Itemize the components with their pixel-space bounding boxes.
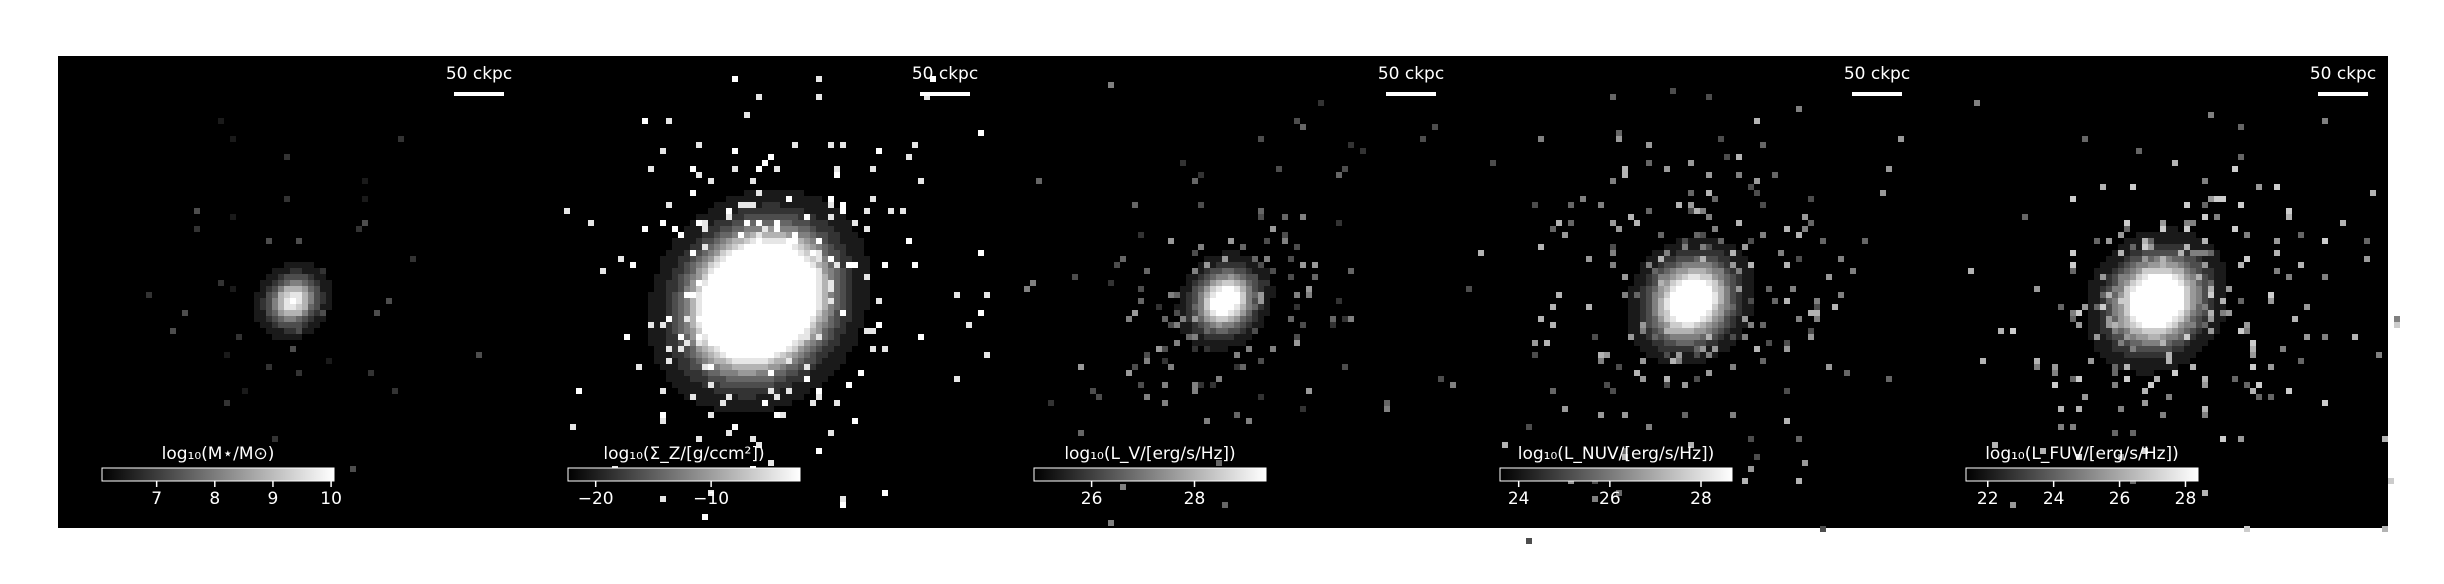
colorbar-tick-label: 26 [1081,489,1103,509]
scalebar [1852,92,1902,96]
colorbar-tick-label: 7 [151,489,162,509]
image-pixels [272,280,314,322]
scalebar-label: 50 ckpc [1844,64,1910,84]
colorbar [1965,467,2199,482]
colorbar-tick-label: 28 [1184,489,1206,509]
panel: 50 ckpc log₁₀(Σ_Z/[g/ccm²]) −20 −10 [564,64,990,520]
panel: 50 ckpc log₁₀(L_NUV/[erg/s/Hz]) 24 26 28 [1466,64,1910,544]
image-pixels [576,76,984,520]
image-pixels [290,298,296,304]
scalebar-label: 50 ckpc [2310,64,2376,84]
image-pixels [1466,88,1826,544]
colorbar-tick-label: 28 [2175,489,2197,509]
image-pixels [284,292,302,310]
panel: 50 ckpc log₁₀(M⋆/M⊙) 7 8 9 10 [101,64,512,509]
image-pixels [218,118,368,394]
colorbar-label: log₁₀(L_FUV/[erg/s/Hz]) [1985,444,2179,464]
colorbar-label: log₁₀(M⋆/M⊙) [162,444,275,464]
image-pixels [1670,280,1712,322]
colorbar [1499,467,1733,482]
colorbar-label: log₁₀(L_V/[erg/s/Hz]) [1064,444,1235,464]
colorbar-label: log₁₀(Σ_Z/[g/ccm²]) [603,444,764,464]
colorbar-tick-label: 9 [268,489,279,509]
colorbar-tick-label: 8 [209,489,220,509]
scalebar [920,92,970,96]
colorbar [1033,467,1267,482]
colorbar-tick-label: 26 [1599,489,1621,509]
scalebar-label: 50 ckpc [912,64,978,84]
image-pixels [2130,274,2184,328]
colorbar-tick-label: 22 [1977,489,1999,509]
image-pixels [1628,238,1754,364]
image-pixels [1210,286,1240,316]
panel: 50 ckpc log₁₀(L_FUV/[erg/s/Hz]) 22 24 26 28 [1965,64,2400,532]
image-pixels [696,238,822,364]
colorbar [101,467,335,482]
scalebar-label: 50 ckpc [1378,64,1444,84]
image-pixels [1048,100,1366,412]
image-pixels [1204,280,1246,322]
scalebar [2318,92,2368,96]
colorbar-tick-label: 28 [1690,489,1712,509]
image-pixels [284,292,302,310]
image-pixels [1210,286,1240,316]
image-pixels [1478,118,1838,484]
colorbar-tick-label: 24 [1508,489,1530,509]
scalebar [454,92,504,96]
scalebar-label: 50 ckpc [446,64,512,84]
colorbar [567,467,801,482]
panel: 50 ckpc log₁₀(L_V/[erg/s/Hz]) 26 28 [1024,64,1456,526]
colorbar-tick-label: −10 [693,489,729,509]
image-pixels [278,286,308,316]
colorbar-tick-label: 10 [320,489,342,509]
scalebar [1386,92,1436,96]
colorbar-tick-label: 26 [2109,489,2131,509]
colorbar-label: log₁₀(L_NUV/[erg/s/Hz]) [1518,444,1715,464]
colorbar-tick-label: −20 [578,489,614,509]
colorbar-tick-label: 24 [2043,489,2065,509]
